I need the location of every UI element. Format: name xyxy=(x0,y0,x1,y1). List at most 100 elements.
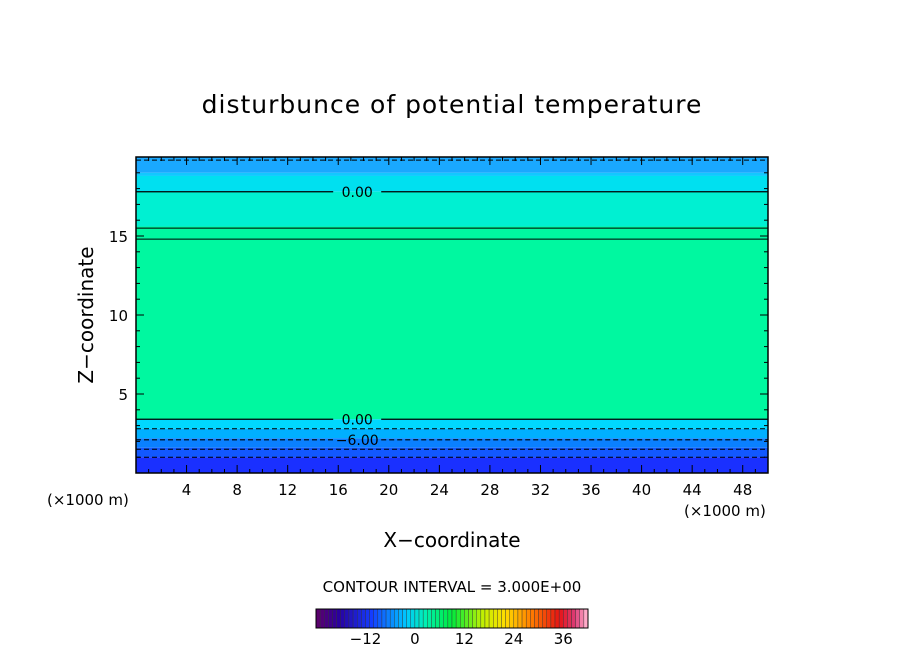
x-tick-label-40: 40 xyxy=(632,481,651,499)
colorbar-cell-23 xyxy=(410,608,416,629)
colorbar-cell-27 xyxy=(427,608,432,629)
colorbar-cell-2 xyxy=(324,608,329,629)
colorbar-tick-1: 0 xyxy=(410,630,420,648)
colorbar-cell-30 xyxy=(439,608,444,629)
contour-band-9 xyxy=(136,457,768,473)
colorbar-cell-14 xyxy=(373,608,379,629)
x-tick-label-24: 24 xyxy=(430,481,449,499)
colorbar-cell-1 xyxy=(319,608,325,629)
colorbar-cell-46 xyxy=(505,608,510,629)
y-tick-label-15: 15 xyxy=(109,228,128,246)
colorbar-cell-5 xyxy=(336,608,341,629)
colorbar-cell-25 xyxy=(418,608,424,629)
x-tick-label-32: 32 xyxy=(531,481,550,499)
colorbar-cell-16 xyxy=(381,608,387,629)
colorbar-cell-44 xyxy=(497,608,502,629)
y-tick-label-10: 10 xyxy=(109,307,128,325)
colorbar-cell-34 xyxy=(455,608,461,629)
colorbar-cell-21 xyxy=(402,608,407,629)
colorbar-cell-36 xyxy=(464,608,469,629)
contour-band-5 xyxy=(136,419,768,429)
colorbar-cell-48 xyxy=(513,608,519,629)
colorbar-cell-40 xyxy=(480,608,486,629)
y-tick-label-5: 5 xyxy=(118,386,128,404)
contour-band-3 xyxy=(136,191,768,227)
x-tick-label-16: 16 xyxy=(329,481,348,499)
x-tick-label-8: 8 xyxy=(232,481,242,499)
x-tick-label-12: 12 xyxy=(278,481,297,499)
colorbar-tick-labels: −12 0 12 24 36 xyxy=(350,630,573,648)
colorbar-cell-24 xyxy=(414,608,420,629)
colorbar-cell-20 xyxy=(398,608,403,629)
colorbar-cell-42 xyxy=(488,608,494,629)
x-tick-label-48: 48 xyxy=(733,481,752,499)
colorbar-cell-28 xyxy=(431,608,436,629)
colorbar-cell-19 xyxy=(394,608,399,629)
colorbar-cell-57 xyxy=(550,608,556,629)
colorbar-cell-56 xyxy=(546,608,552,629)
x-axis-ticks: 4 8 12 16 20 24 28 32 36 40 44 48 xyxy=(148,157,756,499)
contour-band-6 xyxy=(136,428,768,439)
contour-label-6: −6.00 xyxy=(336,433,379,449)
colorbar-tick-4: 36 xyxy=(554,630,573,648)
contour-band-0 xyxy=(136,157,768,173)
colorbar-tick-3: 24 xyxy=(504,630,523,648)
x-unit-right: (×1000 m) xyxy=(684,502,766,520)
colorbar-cell-18 xyxy=(389,608,395,629)
contour-label-1: 0.00 xyxy=(342,185,373,201)
colorbar-cell-15 xyxy=(377,608,383,629)
colorbar-cell-38 xyxy=(472,608,477,629)
colorbar-cell-6 xyxy=(340,608,346,629)
colorbar-cell-37 xyxy=(468,608,473,629)
colorbar-cell-31 xyxy=(443,608,449,629)
x-tick-label-4: 4 xyxy=(182,481,192,499)
colorbar-cell-26 xyxy=(422,608,428,629)
colorbar-cell-59 xyxy=(558,608,564,629)
x-tick-label-36: 36 xyxy=(581,481,600,499)
colorbar-cell-43 xyxy=(493,608,498,629)
y-axis-ticks: 5 10 15 xyxy=(109,172,768,458)
colorbar-tick-2: 12 xyxy=(455,630,474,648)
colorbar-cell-17 xyxy=(385,608,391,629)
x-tick-label-44: 44 xyxy=(683,481,702,499)
colorbar-cell-55 xyxy=(542,608,547,629)
colorbar-cell-54 xyxy=(538,608,543,629)
colorbar-cell-0 xyxy=(315,608,321,629)
colorbar-cell-50 xyxy=(521,608,527,629)
colorbar-cell-39 xyxy=(476,608,482,629)
colorbar-cell-9 xyxy=(352,608,358,629)
contour-band-4 xyxy=(136,226,768,420)
colorbar-cell-4 xyxy=(332,608,337,629)
colorbar-cell-47 xyxy=(509,608,515,629)
colorbar-cell-35 xyxy=(460,608,465,629)
colorbar-cell-61 xyxy=(567,608,572,629)
colorbar-cell-63 xyxy=(575,608,580,629)
colorbar-cell-3 xyxy=(328,608,333,629)
colorbar-cell-29 xyxy=(435,608,440,629)
colorbar-cell-58 xyxy=(554,608,560,629)
colorbar-cell-65 xyxy=(583,608,589,629)
colorbar-cell-62 xyxy=(571,608,576,629)
y-axis-label: Z−coordinate xyxy=(74,246,98,383)
colorbar-cell-7 xyxy=(344,608,350,629)
contour-label-4: 0.00 xyxy=(342,412,373,428)
x-tick-label-28: 28 xyxy=(480,481,499,499)
colorbar-cell-60 xyxy=(563,608,568,629)
colorbar xyxy=(315,608,589,629)
colorbar-cell-64 xyxy=(579,608,585,629)
colorbar-cell-52 xyxy=(530,608,535,629)
colorbar-cell-32 xyxy=(447,608,453,629)
colorbar-cell-12 xyxy=(365,608,370,629)
contour-band-2 xyxy=(136,175,768,192)
colorbar-cell-10 xyxy=(357,608,362,629)
colorbar-cell-45 xyxy=(501,608,506,629)
contour-fills xyxy=(136,157,768,473)
colorbar-cell-22 xyxy=(406,608,411,629)
colorbar-tick-0: −12 xyxy=(350,630,382,648)
contour-band-8 xyxy=(136,447,768,458)
chart-title: disturbunce of potential temperature xyxy=(202,90,703,119)
colorbar-cell-53 xyxy=(534,608,539,629)
contour-band-1 xyxy=(136,172,768,176)
colorbar-cell-49 xyxy=(517,608,523,629)
